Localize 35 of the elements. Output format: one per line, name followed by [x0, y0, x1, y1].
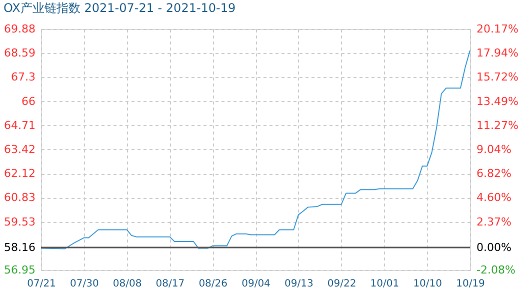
- y-tick-label: 66: [22, 94, 36, 108]
- y-tick-label: 62.12: [4, 167, 36, 180]
- x-tick-label: 09/13: [284, 278, 314, 290]
- y2-tick-label: 9.04%: [476, 143, 512, 156]
- y-tick-label: 68.59: [4, 46, 36, 60]
- x-tick-label: 07/21: [27, 278, 56, 290]
- y2-tick-label: 11.27%: [476, 118, 518, 132]
- x-tick-label: 07/30: [70, 278, 99, 290]
- x-tick-label: 10/19: [456, 278, 485, 290]
- y2-tick-label: 20.17%: [476, 22, 518, 36]
- y2-tick-label: 2.37%: [476, 215, 512, 228]
- y-tick-label: 67.3: [11, 70, 36, 84]
- y-tick-label: 69.88: [4, 22, 36, 36]
- y-tick-label: 63.42: [4, 142, 36, 156]
- y2-tick-label: 0.00%: [476, 240, 512, 254]
- line-series: [40, 50, 470, 250]
- x-tick-label: 08/26: [198, 278, 228, 290]
- x-tick-label: 08/08: [112, 278, 142, 290]
- x-tick-label: 08/17: [156, 278, 185, 290]
- x-tick-label: 09/22: [327, 278, 356, 290]
- y2-tick-label: 6.82%: [476, 167, 512, 180]
- y2-tick-label: 4.60%: [476, 191, 512, 204]
- y2-tick-label: 15.72%: [476, 70, 518, 84]
- x-tick-label: 09/04: [242, 278, 270, 290]
- y-tick-label: 64.71: [4, 118, 36, 132]
- y2-tick-label: 13.49%: [476, 94, 518, 108]
- x-tick-label: 10/01: [370, 278, 400, 290]
- y-tick-label: 59.53: [4, 215, 36, 228]
- y-tick-label: 58.16: [4, 240, 36, 254]
- chart-title: OX产业链指数 2021-07-21 - 2021-10-19: [4, 1, 236, 15]
- y2-tick-label: -2.08%: [476, 264, 516, 276]
- y-tick-label: 60.83: [4, 191, 36, 204]
- y2-tick-label: 17.94%: [476, 46, 518, 60]
- x-tick-label: 10/10: [413, 278, 442, 290]
- y-tick-label: 56.95: [4, 264, 36, 276]
